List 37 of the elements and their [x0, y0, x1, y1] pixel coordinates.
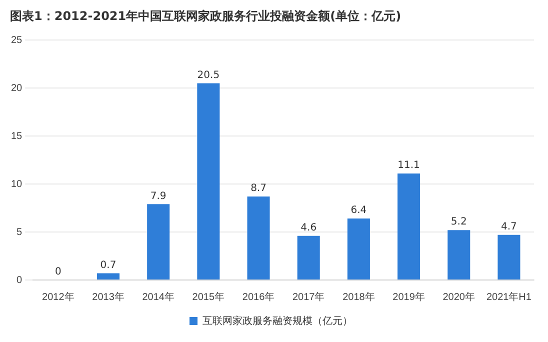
x-tick-label: 2021年H1: [486, 290, 532, 303]
x-tick-label: 2014年: [142, 290, 174, 303]
data-label: 0.7: [100, 260, 116, 271]
data-label: 5.2: [450, 216, 467, 228]
bar: [297, 236, 320, 280]
x-tick-label: 2012年: [42, 290, 74, 303]
bar: [247, 196, 270, 280]
y-tick-label: 15: [11, 130, 23, 142]
chart-title: 图表1：2012-2021年中国互联网家政服务行业投融资金额(单位：亿元): [9, 8, 402, 25]
data-label: 4.7: [501, 221, 517, 232]
data-label: 8.7: [250, 183, 266, 194]
y-tick-label: 0: [16, 274, 23, 286]
legend-label: 互联网家政服务融资规模（亿元）: [202, 314, 352, 327]
data-label: 7.9: [150, 190, 166, 202]
bar: [147, 204, 170, 280]
y-tick-label: 5: [16, 226, 23, 238]
x-tick-label: 2020年: [442, 290, 475, 303]
x-tick-label: 2019年: [392, 290, 425, 303]
bar: [96, 273, 120, 280]
data-label: 20.5: [197, 70, 220, 81]
bar: [448, 230, 470, 280]
bar: [347, 218, 370, 280]
x-tick-label: 2018年: [342, 290, 375, 303]
y-tick-label: 20: [11, 82, 23, 94]
y-tick-label: 25: [11, 34, 23, 46]
x-tick-label: 2013年: [92, 290, 124, 303]
data-label: 0: [54, 266, 62, 278]
data-label: 6.4: [350, 205, 367, 216]
bar: [398, 173, 420, 280]
data-label: 11.1: [398, 160, 420, 172]
x-tick-label: 2017年: [292, 290, 325, 303]
x-tick-label: 2016年: [242, 290, 275, 303]
bar: [498, 234, 520, 280]
y-tick-label: 10: [11, 178, 23, 190]
bar: [197, 83, 220, 280]
x-tick-label: 2015年: [192, 290, 225, 303]
data-label: 4.6: [300, 222, 317, 234]
